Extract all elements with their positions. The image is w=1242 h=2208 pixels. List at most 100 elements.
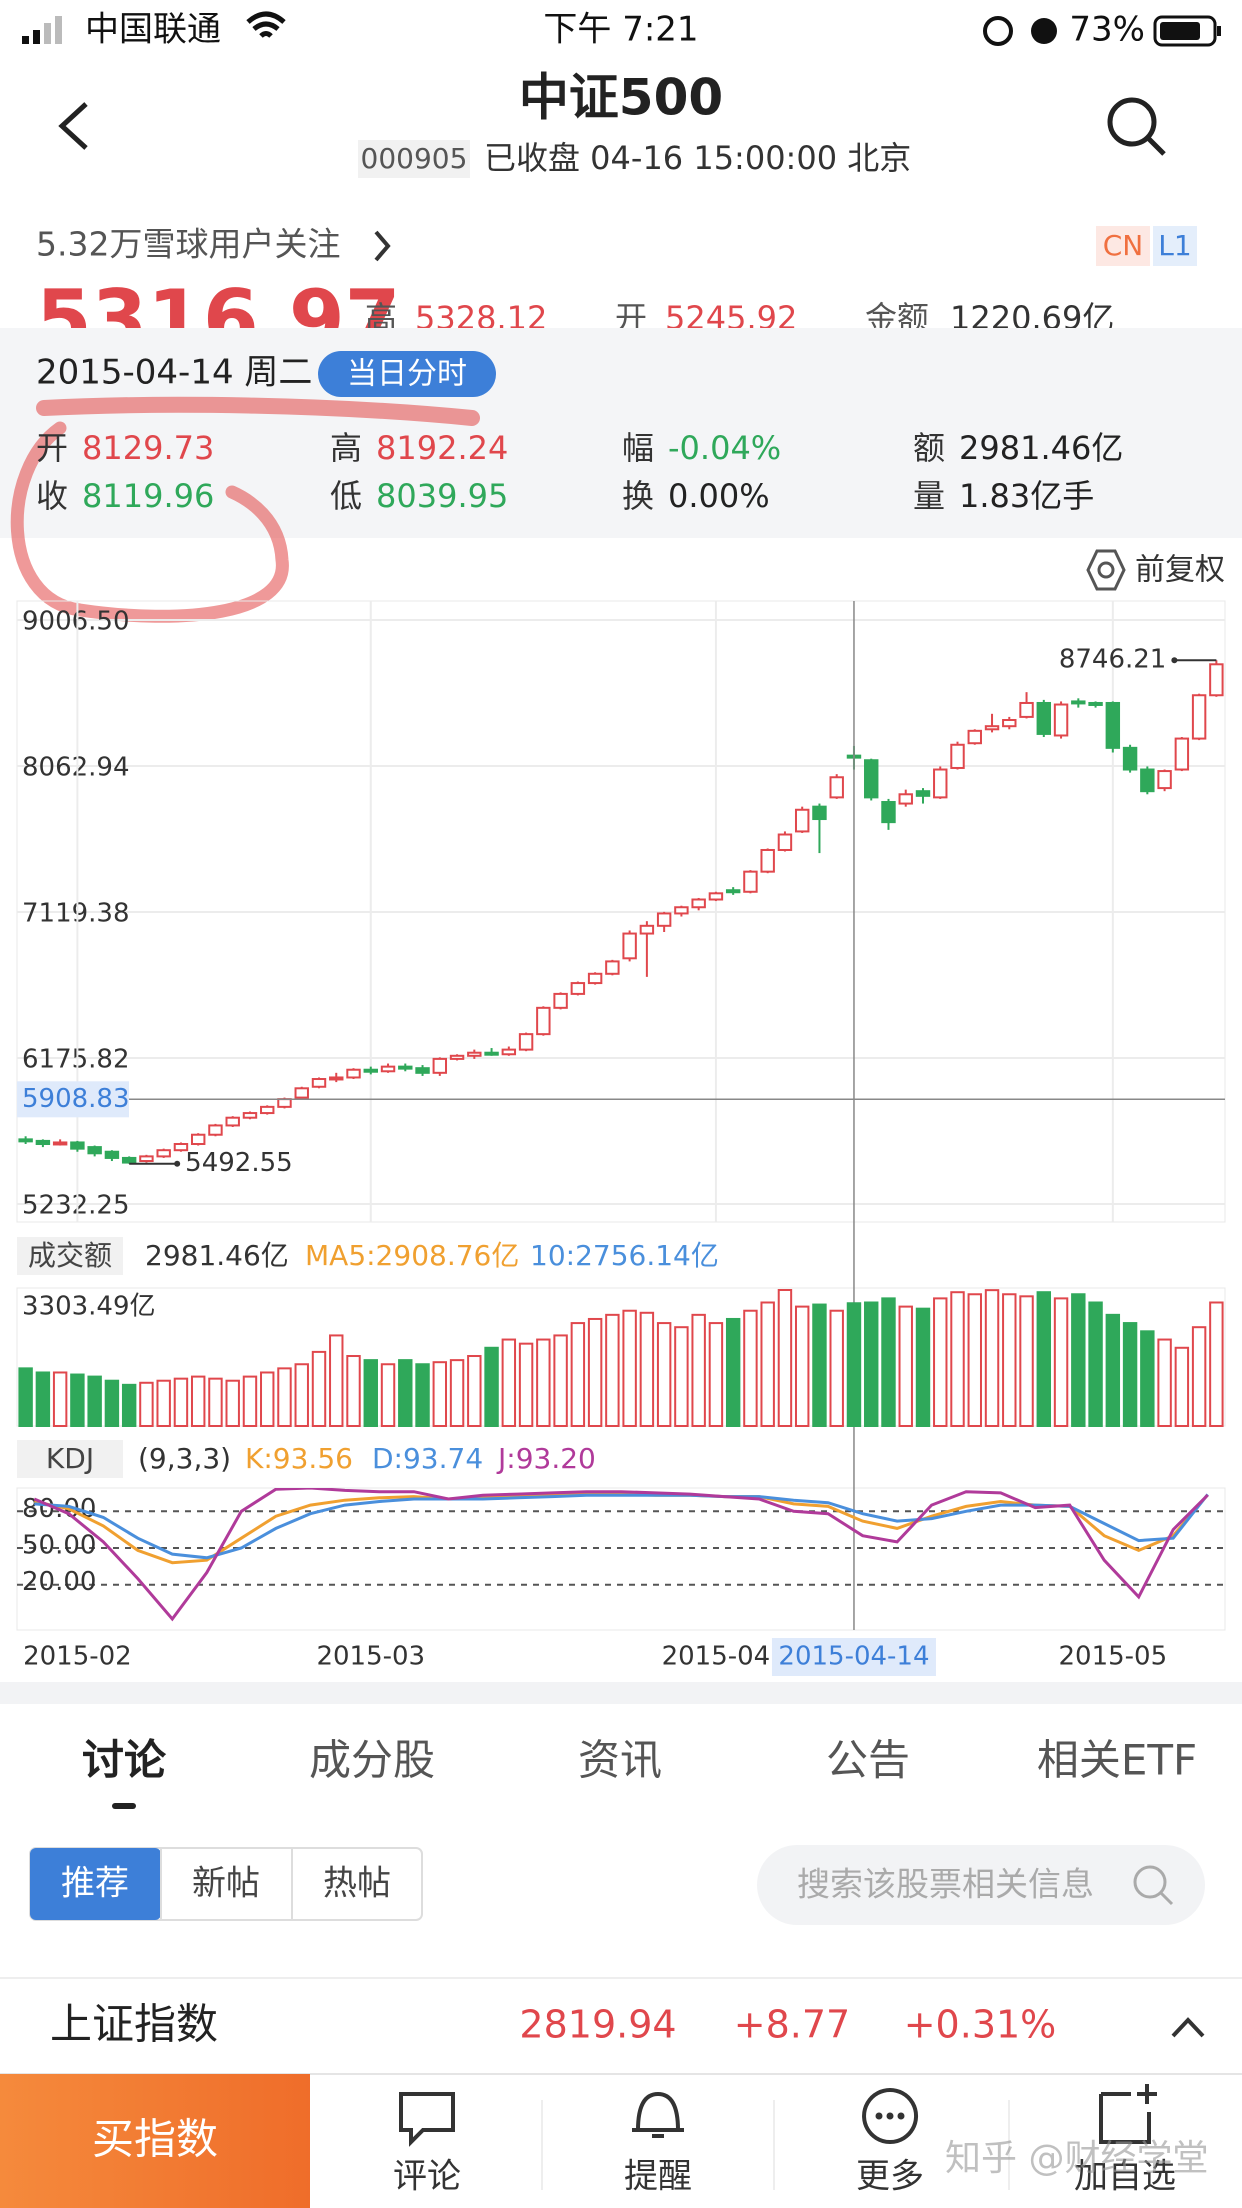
volume-bar xyxy=(35,1371,51,1427)
tab[interactable]: 成分股 xyxy=(309,1736,435,1785)
y-tick-label: 9006.50 xyxy=(22,606,130,636)
candle-body xyxy=(35,1139,51,1146)
candle-body xyxy=(967,729,982,745)
title: 中证500 xyxy=(519,69,723,127)
intraday-button[interactable] xyxy=(318,351,496,397)
volume-bar xyxy=(18,1367,33,1428)
index-percent: +0.31% xyxy=(904,2003,1057,2047)
volume-bar xyxy=(829,1309,844,1428)
volume-bar xyxy=(777,1289,793,1427)
adjust-button[interactable]: 前复权 xyxy=(1086,549,1225,591)
volume-bar xyxy=(846,1302,862,1428)
detail-value: 8039.95 xyxy=(376,477,508,515)
badge-cn: CN xyxy=(1103,229,1144,262)
kdj-title: KDJ xyxy=(46,1442,94,1475)
candle-body xyxy=(639,924,655,935)
candle-body xyxy=(605,960,620,975)
back-button[interactable] xyxy=(58,102,88,150)
filters: 推荐 新帖 热帖 xyxy=(30,1848,391,1920)
candle-body xyxy=(294,1087,309,1099)
candle-body xyxy=(1174,737,1190,771)
tab[interactable]: 公告 xyxy=(826,1736,910,1785)
volume-ma10: 10:2756.14亿 xyxy=(530,1239,719,1272)
candle-body xyxy=(760,848,775,873)
volume-bar xyxy=(70,1373,85,1428)
candle-body xyxy=(518,1033,534,1051)
followers[interactable]: 5.32万雪球用户关注 xyxy=(36,225,340,264)
volume-bar xyxy=(1140,1330,1155,1427)
candle-body xyxy=(898,793,913,805)
volume-ma5: MA5:2908.76亿 xyxy=(305,1239,519,1272)
scribble xyxy=(10,421,289,623)
volume-bar xyxy=(363,1359,378,1427)
actions: 评论 提醒 更多 加自选 xyxy=(393,2084,1176,2197)
candle-body xyxy=(1105,701,1121,749)
volume-title: 成交额 xyxy=(28,1239,112,1272)
candle-body xyxy=(398,1065,413,1070)
candle-body xyxy=(570,982,586,995)
candle-body xyxy=(501,1048,517,1056)
volume-bar xyxy=(984,1289,1000,1427)
action-label[interactable]: 提醒 xyxy=(624,2157,692,2197)
filter[interactable]: 推荐 xyxy=(61,1864,129,1904)
volume-bar xyxy=(708,1322,724,1427)
x-tick-label: 2015-02 xyxy=(23,1642,132,1672)
separator xyxy=(0,1682,1242,1704)
detail-value: 8129.73 xyxy=(82,429,214,467)
volume-bar xyxy=(52,1371,68,1427)
candle-body xyxy=(691,898,706,909)
max-label: 8746.21 xyxy=(1059,645,1167,675)
index-row[interactable]: 上证指数 2819.94 +8.77 +0.31% xyxy=(50,2000,1205,2049)
index-name: 上证指数 xyxy=(50,2000,218,2049)
candle-body xyxy=(208,1124,223,1136)
detail-value: 0.00% xyxy=(668,477,770,515)
candle-body xyxy=(881,801,896,824)
volume-bar xyxy=(87,1375,102,1427)
y-tick-label: 20.00 xyxy=(22,1567,96,1597)
detail-value: 8192.24 xyxy=(376,429,508,467)
action-icon-dot xyxy=(886,2112,894,2120)
volume-bar xyxy=(587,1317,603,1427)
candle-body xyxy=(225,1116,240,1127)
action-label[interactable]: 加自选 xyxy=(1074,2157,1176,2197)
tabs: 讨论 成分股 资讯 公告 相关ETF xyxy=(82,1736,1197,1785)
volume-bar xyxy=(329,1334,344,1427)
volume-bar xyxy=(104,1379,120,1428)
volume-bar xyxy=(432,1361,448,1428)
watermark: 知乎 @财经学堂 xyxy=(945,2138,1208,2179)
candle-body xyxy=(52,1141,68,1146)
volume-bar xyxy=(260,1371,275,1427)
tab[interactable]: 资讯 xyxy=(578,1736,662,1785)
volume-bar xyxy=(725,1317,741,1427)
action-label[interactable]: 更多 xyxy=(856,2157,924,2197)
tab[interactable]: 讨论 xyxy=(82,1736,167,1785)
action-icon xyxy=(399,2092,455,2147)
search-button[interactable] xyxy=(1107,97,1166,156)
filter[interactable]: 新帖 xyxy=(192,1864,260,1904)
kdj-title-box xyxy=(17,1440,123,1478)
volume-bar xyxy=(380,1363,396,1427)
volume-bar xyxy=(1209,1301,1224,1428)
x-tick-label: 2015-04-14 xyxy=(778,1642,929,1672)
status-bar: 中国联通 下午 7:21 73% xyxy=(22,10,1221,50)
crosshair-label-box xyxy=(17,1081,129,1118)
tab[interactable]: 相关ETF xyxy=(1037,1736,1197,1785)
candle-body xyxy=(1036,701,1052,735)
volume-bar xyxy=(536,1338,551,1428)
annotation-dot xyxy=(1171,657,1178,664)
buy-button[interactable] xyxy=(0,2074,310,2208)
search-box[interactable] xyxy=(757,1845,1205,1925)
volume-bar xyxy=(190,1375,206,1427)
market-status: 已收盘 04-16 15:00:00 北京 xyxy=(484,139,911,177)
volume-bar xyxy=(898,1305,913,1427)
volume-bar xyxy=(760,1301,775,1428)
volume-frame xyxy=(16,1287,1226,1427)
volume-bar xyxy=(933,1297,948,1428)
detail-label: 额 xyxy=(913,429,945,467)
volume-bar xyxy=(570,1322,586,1427)
filter[interactable]: 热帖 xyxy=(323,1864,391,1904)
action-label[interactable]: 评论 xyxy=(393,2157,461,2197)
candle-body xyxy=(329,1076,344,1081)
scribble xyxy=(36,396,480,426)
code-box xyxy=(358,140,470,178)
